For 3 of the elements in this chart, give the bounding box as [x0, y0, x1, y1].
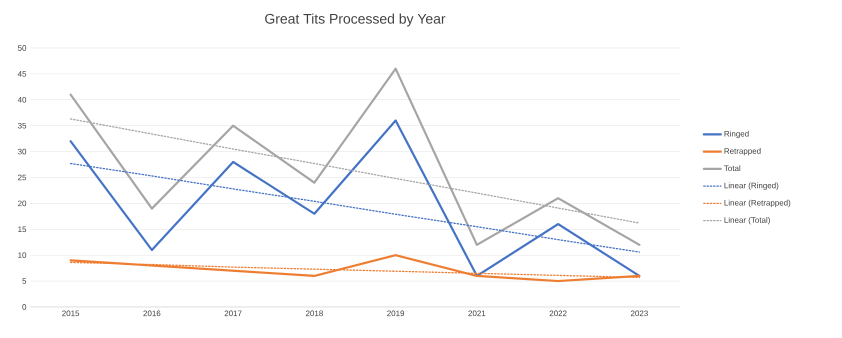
- line-series: [70, 68, 640, 246]
- chart-title: Great Tits Processed by Year: [265, 13, 446, 26]
- line-series: [70, 119, 640, 277]
